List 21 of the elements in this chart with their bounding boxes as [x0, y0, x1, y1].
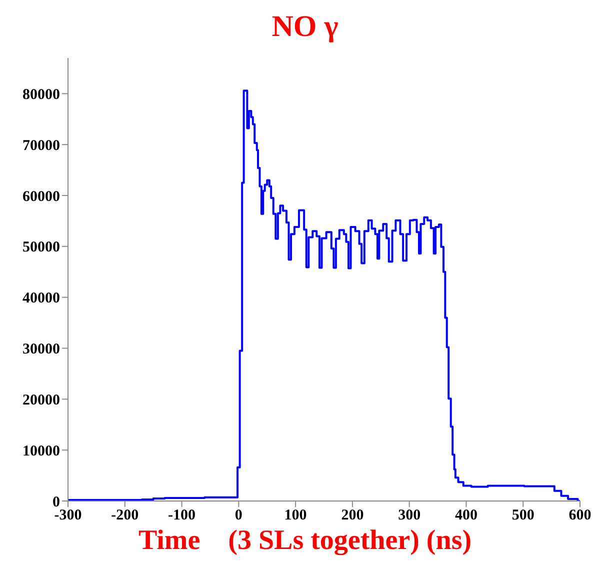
x-tick-label: 500 — [512, 508, 534, 524]
y-tick-label: 40000 — [22, 290, 60, 307]
x-tick-label: 0 — [234, 508, 242, 524]
y-tick-label: 80000 — [22, 86, 60, 103]
x-tick-label: -100 — [168, 508, 196, 524]
y-tick-label: 50000 — [22, 240, 60, 256]
y-tick-label: 10000 — [22, 443, 60, 460]
x-tick-label: 400 — [454, 508, 478, 524]
x-axis-title: Time (3 SLs together) (ns) — [137, 525, 473, 556]
x-tick-label: 100 — [284, 508, 307, 524]
x-tick-label: -300 — [54, 508, 82, 524]
chart-title: NO γ — [270, 9, 340, 45]
y-tick-label: 60000 — [22, 188, 60, 205]
x-tick-label: -200 — [111, 508, 139, 524]
y-tick-label: 0 — [52, 494, 60, 510]
x-tick-label: 200 — [341, 508, 364, 524]
y-tick-label: 20000 — [22, 392, 60, 408]
x-tick-label: 300 — [398, 508, 421, 524]
x-tick-label: 600 — [568, 508, 592, 524]
y-tick-label: 70000 — [22, 138, 60, 154]
y-tick-label: 30000 — [22, 342, 60, 358]
